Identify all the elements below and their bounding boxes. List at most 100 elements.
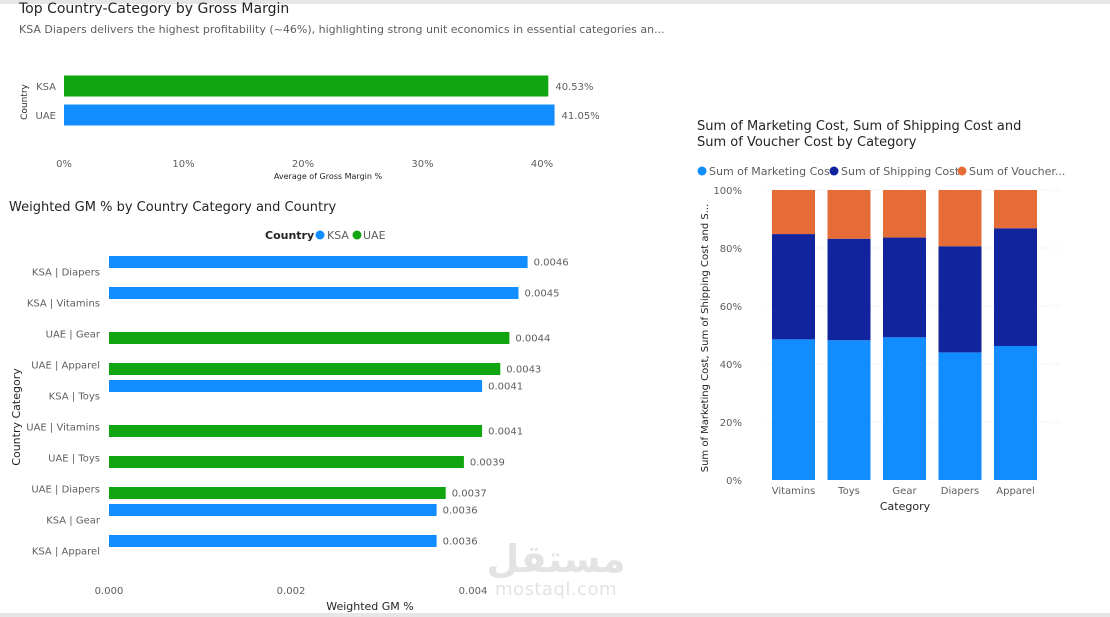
bar-segment-voucher (772, 190, 815, 235)
legend-marketing: Sum of Marketing Cost (709, 165, 835, 178)
bar (109, 425, 483, 437)
bar-segment-shipping (827, 238, 871, 341)
x-tick-label: Toys (837, 486, 860, 497)
bar-segment-voucher (883, 190, 926, 238)
watermark-arabic: مستقل (486, 537, 626, 581)
legend-marker-shipping (829, 166, 839, 176)
costs-title-line1: Sum of Marketing Cost, Sum of Shipping C… (697, 119, 1022, 134)
data-label: 0.0039 (470, 458, 505, 469)
y-tick-label: UAE | Apparel (31, 361, 100, 372)
costs-chart[interactable]: Sum of Marketing Cost Sum of Shipping Cos… (690, 158, 1100, 520)
watermark-latin: mostaql.com (494, 579, 618, 600)
weighted-gm-title: Weighted GM % by Country Category and Co… (9, 200, 337, 215)
bottom-edge (0, 613, 1110, 617)
data-label: 0.0044 (515, 334, 550, 345)
bar (109, 456, 464, 468)
x-tick-label: 30% (411, 159, 433, 170)
y-tick-label: 20% (720, 418, 742, 429)
weighted-gm-panel[interactable]: Weighted GM % by Country Category and Co… (0, 195, 640, 615)
legend-marker-marketing (697, 166, 707, 176)
gross-margin-chart[interactable]: 0% 10% 20% 30% 40% KSA 40.53% UAE 41.05% Average … (0, 60, 640, 190)
bar-uae (64, 104, 555, 126)
bar (109, 535, 437, 547)
y-tick-label: KSA (36, 82, 56, 93)
weighted-gm-chart[interactable]: Country KSA UAE KSA | Diapers 0.0046 KSA | Vi… (0, 222, 640, 615)
data-label: 0.0041 (488, 427, 523, 438)
bar (109, 380, 483, 392)
x-axis-title: Average of Gross Margin % (274, 172, 383, 181)
x-tick-label: Gear (892, 486, 917, 497)
legend-uae: UAE (363, 229, 386, 242)
bar-segment-shipping (994, 228, 1037, 347)
data-label: 0.0036 (443, 537, 478, 548)
bar (109, 504, 437, 516)
data-label: 0.0045 (525, 289, 560, 300)
watermark: مستقل mostaql.com (486, 538, 626, 600)
bar-segment-marketing (994, 346, 1037, 480)
costs-title-line2: Sum of Voucher Cost by Category (697, 135, 917, 150)
y-tick-label: UAE | Gear (46, 330, 101, 341)
y-tick-label: 100% (713, 186, 742, 197)
bar-segment-marketing (827, 340, 871, 480)
bar-segment-voucher (994, 190, 1037, 229)
bar-segment-shipping (772, 234, 815, 340)
y-tick-label: KSA | Diapers (32, 268, 100, 279)
bar (109, 487, 446, 499)
x-axis-title: Weighted GM % (326, 600, 414, 613)
costs-panel[interactable]: Sum of Marketing Cost, Sum of Shipping C… (690, 110, 1100, 530)
x-tick-label: Apparel (996, 486, 1035, 497)
data-label: 0.0043 (506, 365, 541, 376)
bar (109, 287, 519, 299)
x-tick-label: 10% (172, 159, 194, 170)
legend-ksa: KSA (327, 229, 349, 242)
y-tick-label: 80% (720, 244, 742, 255)
y-tick-label: KSA | Gear (46, 516, 101, 527)
x-tick-label: 0% (56, 159, 72, 170)
bar (109, 363, 501, 375)
y-tick-label: 0% (726, 476, 742, 487)
legend-title: Country (265, 229, 314, 242)
x-tick-label: 40% (531, 159, 553, 170)
bar-segment-voucher (938, 190, 982, 247)
y-tick-label: KSA | Toys (49, 392, 100, 403)
x-tick-label: 0.004 (459, 586, 488, 597)
y-axis-title: Country (20, 83, 30, 119)
legend-marker-voucher (957, 166, 967, 176)
y-tick-label: KSA | Apparel (32, 547, 100, 558)
y-tick-label: UAE (36, 111, 56, 122)
data-label: 0.0046 (534, 258, 569, 269)
legend-ksa-marker (315, 230, 325, 240)
bar-ksa (64, 75, 549, 97)
legend-uae-marker (352, 230, 362, 240)
y-tick-label: UAE | Diapers (31, 485, 100, 496)
legend-voucher: Sum of Voucher... (969, 165, 1065, 178)
top-edge (0, 0, 1110, 4)
bar-segment-marketing (772, 339, 815, 480)
data-label: 0.0041 (488, 382, 523, 393)
x-tick-label: 0.002 (277, 586, 306, 597)
y-tick-label: 60% (720, 302, 742, 313)
gross-margin-panel[interactable]: Top Country-Category by Gross Margin KSA… (0, 0, 665, 190)
x-tick-label: Vitamins (772, 486, 816, 497)
bar (109, 332, 510, 344)
y-tick-label: KSA | Vitamins (27, 299, 100, 310)
bar-segment-shipping (938, 246, 982, 353)
bar-segment-marketing (938, 352, 982, 480)
x-tick-label: 0.000 (95, 586, 124, 597)
y-tick-label: 40% (720, 360, 742, 371)
bar-segment-marketing (883, 337, 926, 480)
x-axis-title: Category (880, 500, 931, 513)
gross-margin-title: Top Country-Category by Gross Margin (19, 1, 290, 17)
x-tick-label: Diapers (941, 486, 979, 497)
bar-segment-shipping (883, 237, 926, 338)
gross-margin-subtitle: KSA Diapers delivers the highest profita… (19, 23, 665, 36)
data-label: 0.0036 (443, 506, 478, 517)
y-axis-title: Country Category (10, 368, 23, 466)
data-label: 0.0037 (452, 489, 487, 500)
bar-segment-voucher (827, 190, 871, 239)
legend-shipping: Sum of Shipping Cost (841, 165, 960, 178)
x-tick-label: 20% (292, 159, 314, 170)
data-label: 40.53% (555, 82, 593, 93)
data-label: 41.05% (562, 111, 600, 122)
y-axis-title: Sum of Marketing Cost, Sum of Shipping C… (700, 204, 711, 473)
